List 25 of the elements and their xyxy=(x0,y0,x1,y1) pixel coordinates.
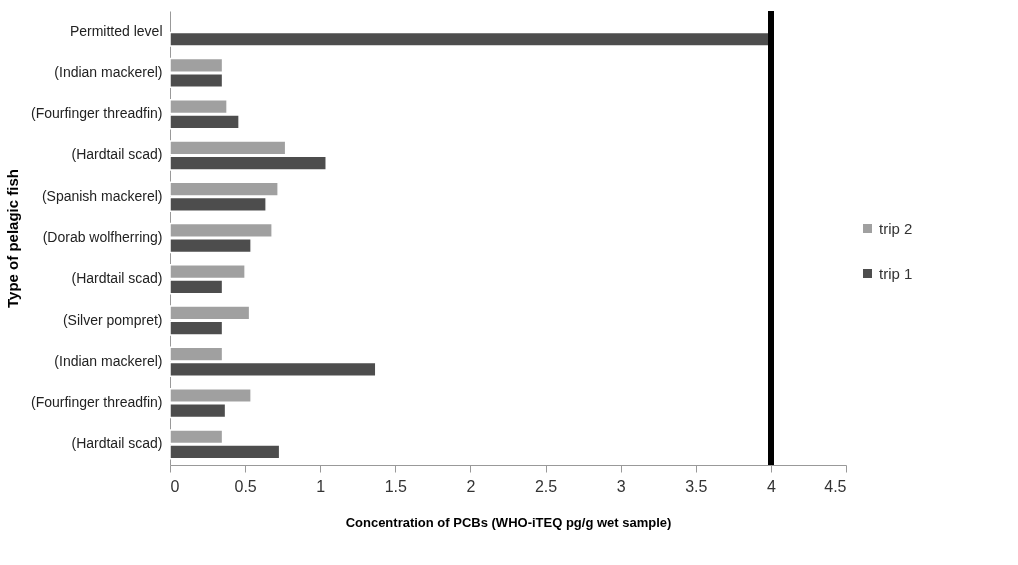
y-tick-label: (Silver pompret) xyxy=(62,311,163,328)
y-tick-label: (Fourfinger threadfin) xyxy=(30,394,163,411)
y-tick-label: (Indian mackerel) xyxy=(54,352,163,369)
y-tick-label: (Hardtail scad) xyxy=(71,435,163,452)
x-tick-label: 3 xyxy=(616,477,626,495)
y-tick-label: Permitted level xyxy=(69,22,163,39)
x-tick-label: 3.5 xyxy=(685,477,708,495)
y-tick-label: (Hardtail scad) xyxy=(71,270,163,287)
y-tick-label: (Dorab wolfherring) xyxy=(42,229,163,245)
y-tick-label: (Fourfinger threadfin) xyxy=(30,105,163,122)
x-tick-label: 4.5 xyxy=(824,477,847,495)
y-tick-label: (Spanish mackerel) xyxy=(41,187,163,204)
x-tick-label: 1 xyxy=(316,477,326,495)
x-tick-label: 2.5 xyxy=(534,477,558,495)
x-tick-label: 0.5 xyxy=(234,477,257,495)
x-tick-label: 4 xyxy=(766,477,776,495)
x-tick-label: 1.5 xyxy=(384,477,408,495)
legend-label: trip 2 xyxy=(879,219,913,237)
y-tick-label: (Indian mackerel) xyxy=(54,63,163,80)
x-tick-label: 0 xyxy=(170,477,180,495)
x-tick-label: 2 xyxy=(466,477,476,495)
legend-label: trip 1 xyxy=(879,264,913,282)
x-axis-title: Concentration of PCBs (WHO-iTEQ pg/g wet sample) xyxy=(345,514,672,530)
y-tick-label: (Hardtail scad) xyxy=(71,146,163,163)
y-axis-title: Type of pelagic fish xyxy=(4,169,21,308)
